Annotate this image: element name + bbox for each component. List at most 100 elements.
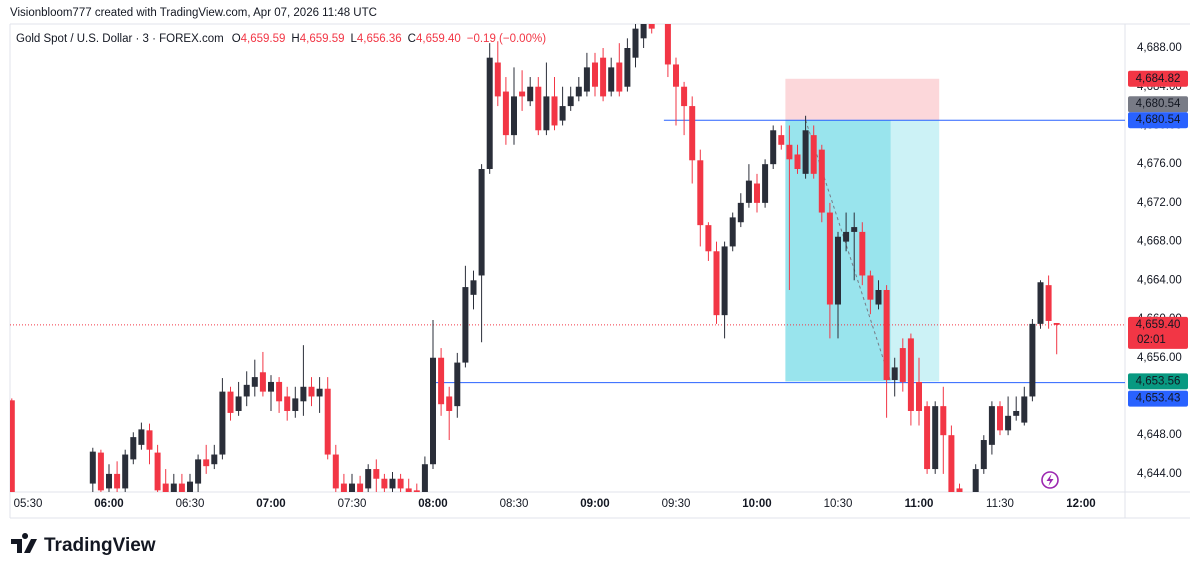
stop-zone bbox=[785, 78, 940, 121]
candle-body bbox=[600, 57, 607, 97]
candle-body bbox=[446, 396, 453, 411]
candle-body bbox=[470, 280, 477, 295]
candle-body bbox=[640, 24, 647, 39]
candle-body bbox=[567, 96, 574, 107]
legend-symbol: Gold Spot / U.S. Dollar · 3 · FOREX.com bbox=[16, 33, 224, 45]
candle-body bbox=[754, 183, 760, 203]
price-label: 4,653.56 bbox=[1136, 375, 1181, 387]
y-tick-label: 4,664.00 bbox=[1137, 274, 1182, 286]
x-tick-label: 12:00 bbox=[1066, 498, 1095, 510]
candle-body bbox=[1053, 322, 1060, 325]
candle-body bbox=[178, 483, 185, 492]
price-label-bg bbox=[1128, 316, 1188, 349]
price-label-bg bbox=[1128, 373, 1188, 390]
candle-body bbox=[932, 406, 939, 470]
legend-ohlc-label: C bbox=[408, 33, 416, 45]
trade-path bbox=[805, 120, 892, 382]
price-label-bg bbox=[1128, 96, 1188, 113]
candle-body bbox=[502, 91, 509, 136]
candle-body bbox=[527, 86, 534, 102]
x-tick-label: 08:30 bbox=[500, 498, 529, 510]
legend-ohlc-value: 4,659.59 bbox=[300, 33, 345, 45]
legend-ohlc-value: 4,659.40 bbox=[416, 33, 461, 45]
candle-body bbox=[10, 400, 15, 492]
candle-body bbox=[413, 490, 420, 492]
candle-body bbox=[251, 377, 258, 387]
candle-body bbox=[543, 96, 550, 131]
candle-body bbox=[421, 464, 428, 492]
candle-body bbox=[810, 135, 817, 174]
candle-body bbox=[891, 367, 898, 381]
candle-body bbox=[454, 362, 461, 407]
candle-body bbox=[316, 388, 323, 397]
price-label-bg bbox=[1128, 390, 1188, 407]
price-label-bg bbox=[1128, 70, 1188, 87]
candle-body bbox=[146, 430, 153, 450]
candle-body bbox=[802, 130, 809, 174]
legend-ohlc-label: L bbox=[351, 33, 358, 45]
candle-body bbox=[762, 164, 769, 203]
x-tick-label: 10:00 bbox=[742, 498, 771, 510]
candle-body bbox=[203, 459, 210, 467]
y-tick-label: 4,648.00 bbox=[1137, 429, 1182, 441]
y-tick-label: 4,656.00 bbox=[1137, 352, 1182, 364]
candle-body bbox=[851, 227, 858, 232]
candle-body bbox=[462, 287, 469, 363]
candle-body bbox=[664, 24, 671, 65]
candle-body bbox=[357, 483, 364, 492]
candle-body bbox=[292, 398, 299, 411]
lightning-icon bbox=[1041, 471, 1059, 489]
y-tick-label: 4,688.00 bbox=[1137, 42, 1182, 54]
candle-body bbox=[859, 231, 866, 276]
x-tick-label: 11:00 bbox=[905, 498, 934, 510]
legend: Gold Spot / U.S. Dollar · 3 · FOREX.com O… bbox=[16, 33, 546, 45]
candle-body bbox=[616, 62, 623, 92]
x-tick-label: 11:30 bbox=[986, 498, 1014, 510]
logo: TradingView bbox=[11, 533, 156, 556]
candle-body bbox=[332, 454, 339, 489]
candle-body bbox=[575, 86, 582, 97]
brand-name: TradingView bbox=[44, 535, 156, 556]
x-tick-label: 07:00 bbox=[256, 498, 285, 510]
countdown: 02:01 bbox=[1137, 334, 1166, 346]
candle-body bbox=[907, 338, 914, 411]
candle-body bbox=[705, 225, 712, 252]
candle-body bbox=[438, 357, 445, 405]
candle-body bbox=[1005, 415, 1012, 431]
candle-body bbox=[632, 28, 639, 58]
y-tick-label: 4,644.00 bbox=[1137, 468, 1182, 480]
candle-body bbox=[1021, 396, 1028, 423]
candle-body bbox=[373, 469, 380, 479]
legend-change: −0.19 (−0.00%) bbox=[467, 33, 546, 45]
price-label: 4,653.43 bbox=[1136, 393, 1181, 405]
candle-body bbox=[689, 106, 696, 161]
x-tick-label: 06:00 bbox=[94, 498, 123, 510]
candle-body bbox=[324, 388, 331, 455]
candle-body bbox=[648, 24, 655, 29]
candle-body bbox=[551, 96, 558, 126]
plot bbox=[10, 24, 1125, 492]
candle-body bbox=[948, 435, 955, 492]
candle-body bbox=[875, 289, 882, 305]
x-tick-label: 08:00 bbox=[418, 498, 447, 510]
candle-body bbox=[1037, 282, 1044, 324]
candle-body bbox=[916, 381, 922, 411]
candle-body bbox=[997, 406, 1003, 431]
candle-body bbox=[243, 384, 250, 397]
candle-body bbox=[956, 488, 963, 492]
candle-body bbox=[681, 86, 688, 107]
candle-body bbox=[162, 483, 169, 492]
price-label: 4,680.54 bbox=[1136, 114, 1181, 126]
y-tick-label: 4,676.00 bbox=[1137, 158, 1182, 170]
candle-body bbox=[737, 202, 744, 223]
candle-body bbox=[268, 381, 274, 392]
candle-body bbox=[559, 106, 566, 121]
x-tick-label: 10:30 bbox=[824, 498, 853, 510]
candle-body bbox=[988, 406, 995, 445]
candle-body bbox=[219, 391, 226, 455]
candle-body bbox=[980, 440, 987, 470]
candle-body bbox=[300, 386, 307, 402]
candle-body bbox=[397, 478, 404, 489]
candle-body bbox=[478, 168, 485, 276]
candle-body bbox=[778, 135, 785, 145]
